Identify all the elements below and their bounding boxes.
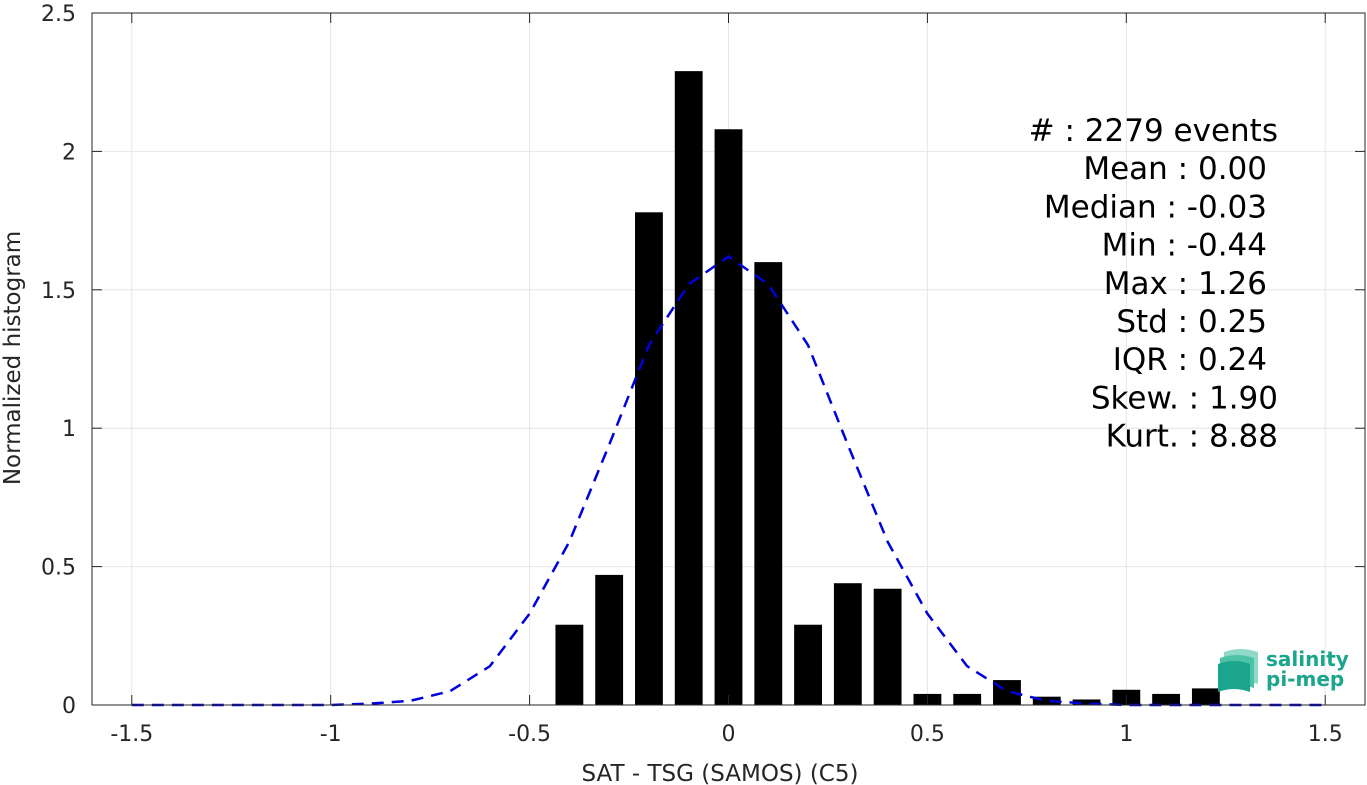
y-tick-label: 1.5 — [41, 279, 76, 304]
y-tick-label: 2 — [62, 140, 76, 165]
x-tick-label: 1 — [1119, 722, 1133, 747]
stat-line: Max : 1.26 — [1104, 266, 1267, 302]
x-tick-label: 1.5 — [1308, 722, 1343, 747]
y-tick-label: 1 — [62, 417, 76, 442]
histogram-bar — [1191, 688, 1220, 705]
histogram-bar — [555, 624, 584, 705]
x-tick-label: -1.5 — [110, 722, 153, 747]
histogram-bar — [754, 262, 783, 705]
x-tick-label: 0.5 — [910, 722, 945, 747]
logo-line-1: salinity — [1266, 647, 1349, 671]
stat-line: Std : 0.25 — [1116, 304, 1267, 340]
y-tick-label: 0 — [62, 694, 76, 719]
y-axis-label: Normalized histogram — [0, 231, 26, 485]
stat-line: Median : -0.03 — [1044, 189, 1267, 225]
tick-labels: -1.5 -1 -0.5 0 0.5 1 1.5 0 0.5 1 1.5 2 2.5 — [41, 2, 1343, 747]
histogram-bar — [1072, 699, 1101, 705]
fit-curve — [131, 255, 1326, 707]
histogram-bar — [714, 129, 743, 706]
y-tick-label: 0.5 — [41, 556, 76, 581]
x-axis-label: SAT - TSG (SAMOS) (C5) — [582, 761, 859, 785]
stat-line: # : 2279 events — [1029, 113, 1278, 149]
stat-line: Min : -0.44 — [1102, 228, 1267, 264]
axes — [91, 12, 1366, 706]
histogram-bar — [674, 71, 703, 706]
histogram-bars — [555, 71, 1220, 706]
histogram-bar — [833, 583, 862, 705]
histogram-bar — [1152, 693, 1181, 705]
histogram-bar — [953, 693, 982, 705]
x-tick-label: 0 — [722, 722, 736, 747]
y-tick-label: 2.5 — [41, 2, 76, 27]
stat-line: Kurt. : 8.88 — [1106, 419, 1278, 455]
gaussian-fit-line — [131, 255, 1326, 707]
salinity-pi-mep-logo: salinity pi-mep — [1218, 647, 1349, 692]
logo-line-2: pi-mep — [1266, 667, 1344, 691]
histogram-bar — [595, 574, 624, 705]
histogram-bar — [794, 624, 822, 705]
histogram-bar — [873, 588, 902, 705]
histogram-bar — [635, 212, 663, 705]
stat-line: IQR : 0.24 — [1113, 342, 1267, 378]
stat-line: Skew. : 1.90 — [1091, 380, 1278, 416]
histogram-bar — [1032, 696, 1061, 705]
layered-waves-icon — [1218, 649, 1258, 692]
x-tick-label: -1 — [320, 722, 342, 747]
x-tick-label: -0.5 — [508, 722, 551, 747]
stat-line: Mean : 0.00 — [1083, 151, 1267, 187]
